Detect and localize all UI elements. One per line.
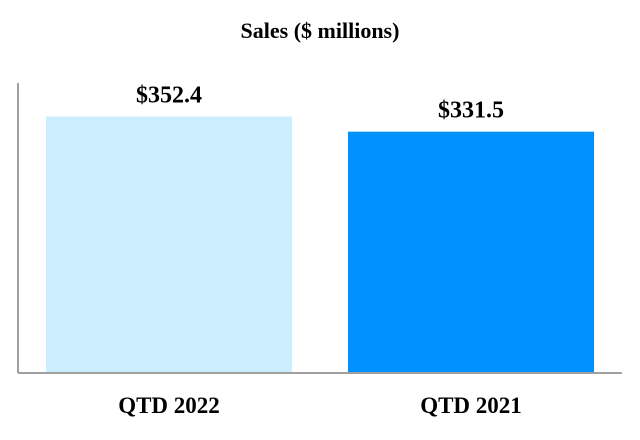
data-label: $331.5	[438, 98, 504, 124]
bar-qtd-2022	[46, 116, 292, 372]
x-tick-label: QTD 2021	[420, 393, 522, 418]
data-label: $352.4	[136, 83, 202, 109]
chart-title: Sales ($ millions)	[241, 18, 400, 43]
bar-qtd-2021	[348, 131, 594, 372]
x-tick-label: QTD 2022	[118, 393, 220, 418]
